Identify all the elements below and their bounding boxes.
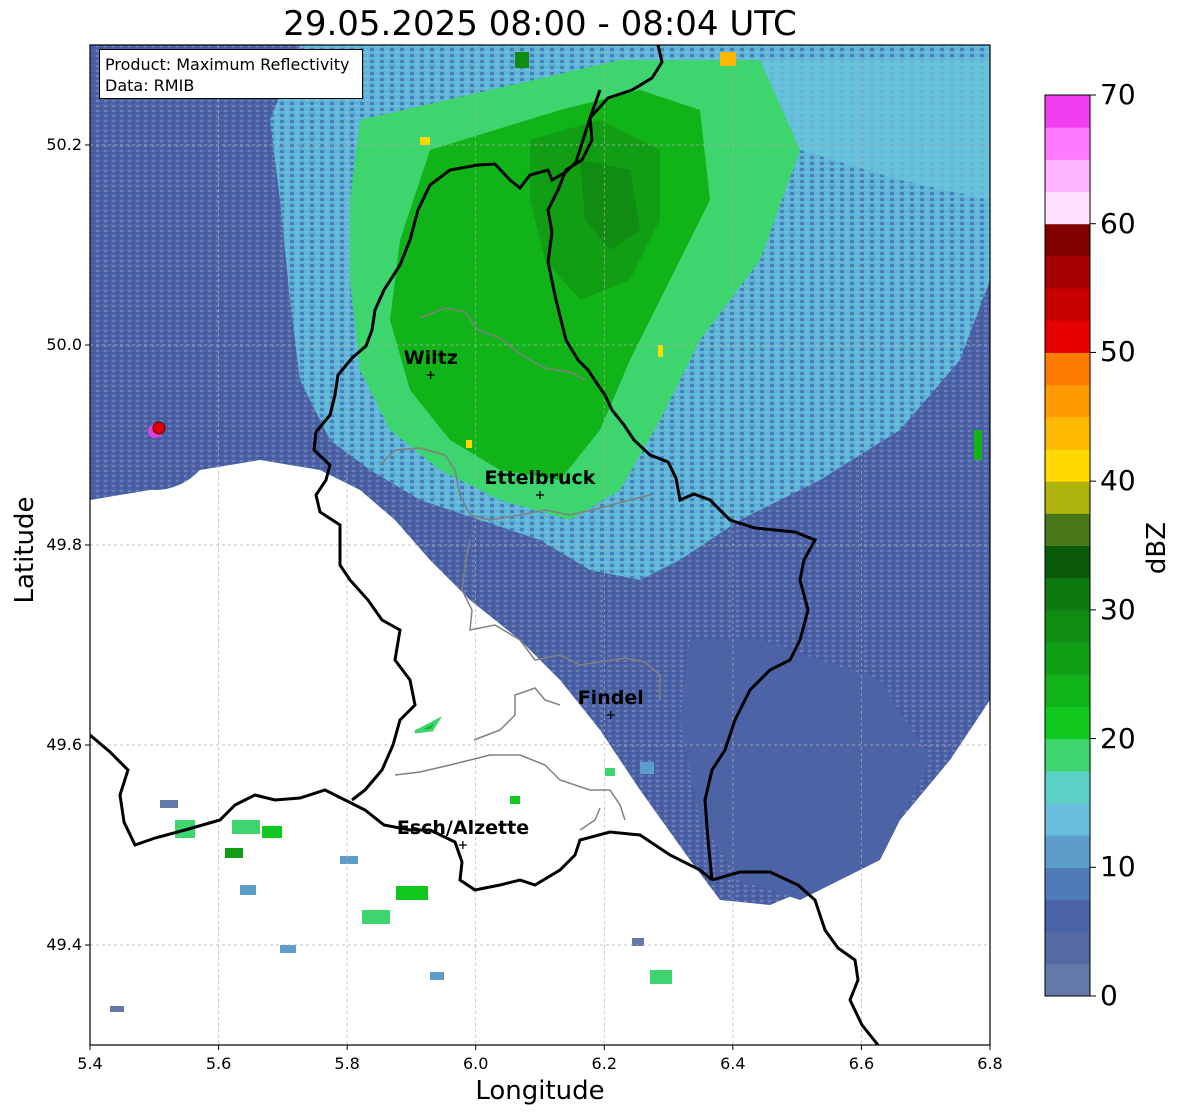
x-axis-label: Longitude bbox=[475, 1076, 605, 1106]
city-marker bbox=[458, 841, 467, 849]
colorbar-segment bbox=[1045, 384, 1090, 418]
y-tick-label: 49.8 bbox=[46, 535, 82, 554]
city-label: Findel bbox=[577, 687, 644, 709]
x-tick-label: 6.4 bbox=[720, 1054, 746, 1073]
colorbar-segment bbox=[1045, 802, 1090, 836]
colorbar-tick-label: 40 bbox=[1100, 464, 1136, 498]
city-label: Ettelbruck bbox=[484, 467, 596, 489]
axis-ticks bbox=[85, 144, 991, 1050]
colorbar-segment bbox=[1045, 835, 1090, 868]
colorbar-segment bbox=[1045, 95, 1090, 128]
colorbar-segment bbox=[1045, 352, 1090, 386]
colorbar-segment bbox=[1045, 223, 1090, 257]
colorbar-segment bbox=[1045, 867, 1090, 900]
colorbar-segment bbox=[1045, 706, 1090, 740]
colorbar-segment bbox=[1045, 159, 1090, 193]
radar-site-marker bbox=[152, 421, 166, 435]
city-marker bbox=[426, 371, 435, 379]
colorbar-tick-label: 70 bbox=[1100, 78, 1136, 111]
grid-lines bbox=[89, 45, 991, 1045]
colorbar-segment bbox=[1045, 545, 1090, 579]
colorbar-segment bbox=[1045, 642, 1090, 675]
colorbar-segment bbox=[1045, 577, 1090, 611]
colorbar-segment bbox=[1045, 513, 1090, 546]
colorbar-segment bbox=[1045, 674, 1090, 707]
x-tick-label: 5.8 bbox=[334, 1054, 360, 1073]
colorbar-segment bbox=[1045, 738, 1090, 772]
x-tick-label: 6.6 bbox=[848, 1054, 875, 1073]
colorbar-segment bbox=[1045, 931, 1090, 965]
colorbar-segment bbox=[1045, 899, 1090, 933]
y-axis-label: Latitude bbox=[10, 496, 40, 604]
y-tick-label: 49.4 bbox=[46, 935, 82, 954]
y-tick-label: 50.0 bbox=[46, 335, 82, 354]
map-title: 29.05.2025 08:00 - 08:04 UTC bbox=[283, 4, 797, 44]
colorbar-tick-label: 10 bbox=[1100, 850, 1136, 884]
x-tick-label: 5.6 bbox=[205, 1054, 232, 1073]
colorbar-segment bbox=[1045, 191, 1090, 225]
colorbar-segment bbox=[1045, 255, 1090, 289]
city-markers bbox=[426, 371, 615, 849]
city-label: Esch/Alzette bbox=[396, 817, 530, 839]
data-source-label: Data: RMIB bbox=[105, 76, 195, 95]
colorbar-segment bbox=[1045, 288, 1090, 321]
product-label: Product: Maximum Reflectivity bbox=[105, 55, 350, 74]
city-marker bbox=[606, 711, 615, 719]
country-borders bbox=[90, 45, 880, 1045]
colorbar-segment bbox=[1045, 448, 1090, 482]
colorbar-tick-label: 30 bbox=[1100, 592, 1136, 626]
colorbar-segment bbox=[1045, 481, 1090, 514]
x-tick-label: 6.2 bbox=[591, 1054, 617, 1073]
colorbar-tick-label: 20 bbox=[1100, 721, 1136, 755]
colorbar-tick-label: 50 bbox=[1100, 335, 1136, 369]
x-tick-label: 5.4 bbox=[77, 1054, 103, 1073]
colorbar bbox=[1044, 94, 1096, 997]
colorbar-segment bbox=[1045, 127, 1090, 160]
product-info-box: Product: Maximum Reflectivity Data: RMIB bbox=[99, 49, 363, 99]
y-tick-label: 50.2 bbox=[46, 135, 82, 154]
city-marker bbox=[536, 491, 544, 499]
colorbar-segment bbox=[1045, 770, 1090, 804]
reflectivity-field bbox=[90, 45, 990, 1012]
colorbar-segment bbox=[1045, 609, 1090, 643]
colorbar-label: dBZ bbox=[1142, 521, 1172, 575]
y-tick-label: 49.6 bbox=[46, 735, 82, 754]
x-tick-label: 6.8 bbox=[977, 1054, 1003, 1073]
colorbar-tick-label: 0 bbox=[1100, 979, 1118, 1012]
city-label: Wiltz bbox=[403, 347, 458, 369]
colorbar-segment bbox=[1045, 963, 1090, 997]
colorbar-frame bbox=[1044, 94, 1091, 997]
colorbar-segment bbox=[1045, 320, 1090, 353]
colorbar-segment bbox=[1045, 416, 1090, 450]
colorbar-tick-label: 60 bbox=[1100, 206, 1136, 240]
x-tick-label: 6.0 bbox=[462, 1054, 489, 1073]
